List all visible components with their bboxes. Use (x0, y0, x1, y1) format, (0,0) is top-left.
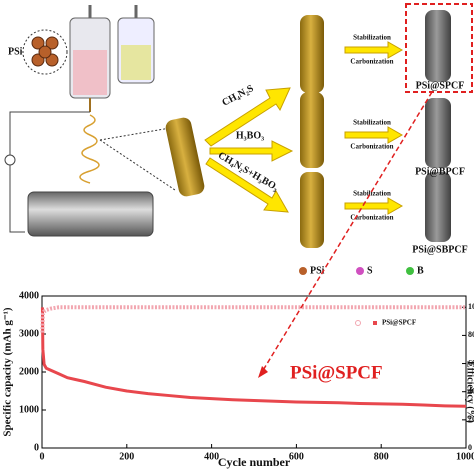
solution-2 (121, 45, 151, 80)
highlight-box (405, 3, 473, 93)
y2-tick-label: 100 (468, 302, 474, 311)
step-top: Stabilization (353, 190, 391, 198)
x-tick-label: 400 (204, 451, 219, 462)
particles (31, 36, 59, 67)
series-line (40, 305, 466, 333)
step-bottom: Carbonization (350, 214, 393, 222)
y2-tick-label: 20 (468, 415, 474, 424)
legend-symbol (373, 321, 377, 325)
product-label: PSi@BPCF (415, 166, 465, 177)
product-label: PSi@SPCF (416, 80, 465, 91)
step-top: Stabilization (353, 34, 391, 42)
step-top: Stabilization (353, 119, 391, 127)
y-tick-label: 1000 (19, 404, 39, 415)
wire (9, 111, 90, 233)
x-axis-label: Cycle number (218, 455, 291, 469)
zoom-line (99, 139, 176, 191)
legend-dot (356, 267, 364, 275)
reagent: H₃BO₃ (236, 130, 264, 141)
jet (79, 114, 100, 184)
x-tick-label: 200 (119, 451, 134, 462)
step-bottom: Carbonization (350, 143, 393, 151)
reagent: CH₄N₂S (220, 83, 255, 109)
fiber (300, 172, 324, 248)
y-tick-label: 2000 (19, 366, 39, 377)
x-tick-label: 1000 (456, 451, 474, 462)
legend-label: B (417, 265, 424, 276)
power-source (4, 154, 16, 166)
product-fiber (425, 172, 451, 242)
pointer-head (258, 366, 268, 378)
x-tick-label: 0 (40, 451, 45, 462)
y-tick-label: 4000 (19, 290, 39, 301)
fiber (300, 15, 324, 93)
legend-dot (299, 267, 307, 275)
solution-1 (73, 50, 107, 95)
y2-tick-label: 40 (468, 387, 474, 396)
legend-label: PSi (310, 265, 325, 276)
fiber (300, 92, 324, 168)
pointer-arrow (261, 91, 433, 373)
material-label: PSi (8, 46, 23, 57)
y-axis-label: Specific capacity (mAh g⁻¹) (2, 307, 14, 437)
y-tick-label: 3000 (19, 328, 39, 339)
zoom-line (99, 127, 171, 141)
y-tick-label: 0 (34, 442, 39, 453)
schematic: PSi CH₄N₂S H₃BO₃ CH₄N₂S+H₃BO₃ Stabilizat… (4, 3, 473, 276)
legend-dot (406, 267, 414, 275)
fiber (165, 117, 205, 197)
y2-tick-label: 80 (468, 330, 474, 339)
chart: 0 200 400 600 800 100001000200030004000020406… (2, 91, 474, 469)
y2-axis-label: Efficiency (%) (465, 361, 474, 423)
x-tick-label: 800 (374, 451, 389, 462)
y2-tick-label: 0 (468, 443, 472, 452)
annotation: PSi@SPCF (290, 362, 383, 383)
series-line (40, 307, 467, 408)
product-label: PSi@SBPCF (412, 244, 467, 255)
legend-label: PSi@SPCF (382, 319, 416, 327)
step-bottom: Carbonization (350, 58, 393, 66)
collector (27, 191, 154, 237)
y2-tick-label: 60 (468, 358, 474, 367)
legend-symbol (355, 320, 361, 326)
arrows (204, 41, 404, 215)
x-tick-label: 600 (289, 451, 304, 462)
product-fiber (425, 10, 451, 82)
legend-label: S (367, 265, 373, 276)
product-fiber (425, 98, 451, 168)
